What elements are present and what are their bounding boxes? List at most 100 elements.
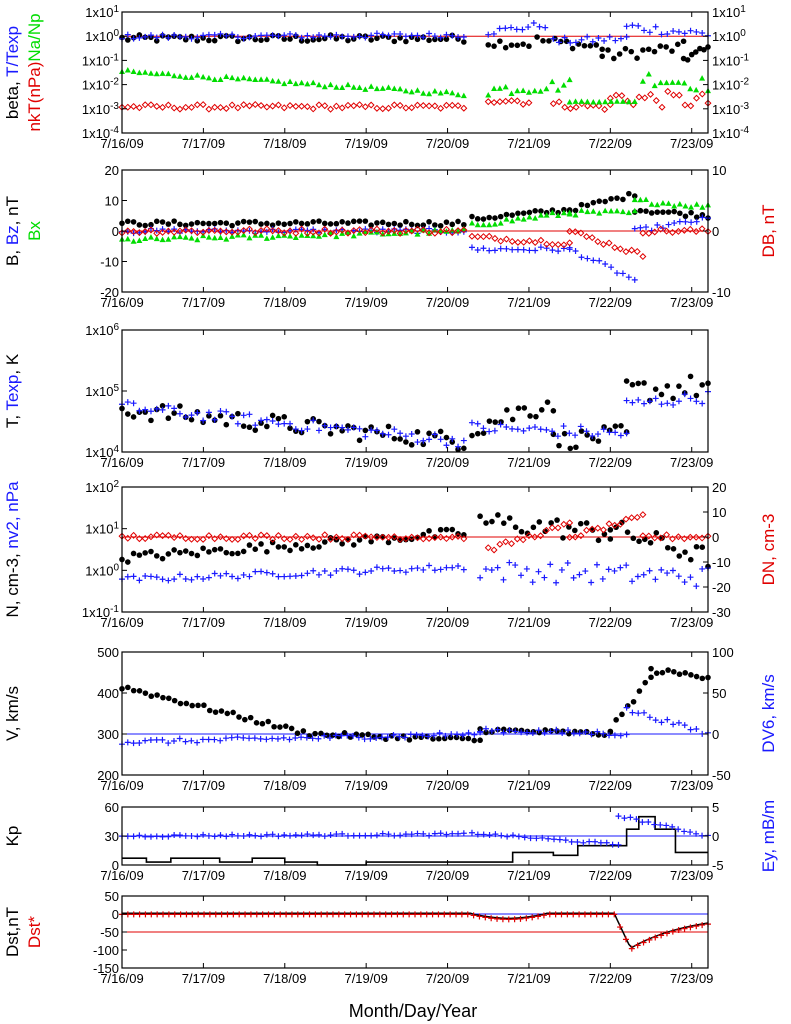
series-3-point	[508, 237, 516, 245]
x-tick-label: 7/19/09	[344, 615, 387, 630]
series-0-point	[538, 208, 544, 214]
series-1-point	[368, 32, 375, 39]
series-2-point	[315, 101, 323, 109]
series-0-point	[687, 373, 694, 380]
series-1-point	[153, 574, 160, 581]
series-3-point	[408, 88, 415, 95]
series-0-point	[188, 550, 195, 557]
series-0-point	[316, 36, 322, 43]
series-1-point	[240, 734, 247, 741]
series-1-point	[194, 34, 201, 41]
series-ey-point	[292, 832, 299, 839]
series-2-point	[147, 234, 154, 240]
series-0-point	[258, 541, 264, 547]
dst-star-point	[265, 911, 272, 918]
series-0-point	[316, 418, 322, 425]
series-3-point	[222, 228, 230, 236]
series-1-point	[188, 576, 195, 583]
series-0-point	[443, 434, 450, 441]
series-3-point	[590, 98, 597, 105]
series-0-point	[362, 427, 369, 434]
series-2-point	[246, 234, 253, 241]
series-0-point	[188, 416, 195, 423]
series-0-point	[124, 559, 131, 565]
series-3-point	[460, 226, 468, 234]
series-0-point	[426, 37, 432, 44]
series-1-point	[339, 565, 346, 572]
y-axis-label: N, cm-3, nv2, nPa	[3, 481, 22, 618]
series-0-point	[645, 46, 652, 53]
series-0-point	[548, 520, 554, 526]
series-3-point	[234, 75, 241, 82]
series-1-point	[263, 416, 270, 423]
series-1-point	[606, 732, 613, 739]
dst-star-point	[576, 911, 583, 918]
series-0-point	[275, 544, 282, 550]
series-0-point	[264, 423, 270, 430]
series-1-point	[503, 245, 510, 252]
series-0-point	[136, 688, 143, 694]
series-0-point	[253, 720, 260, 726]
series-ey-point	[327, 832, 334, 839]
series-0-point	[654, 209, 661, 215]
series-ey-point	[310, 832, 317, 839]
series-0-point	[455, 218, 461, 225]
series-1-point	[508, 24, 515, 31]
series-2-point	[686, 533, 694, 541]
x-tick-label: 7/20/09	[426, 615, 469, 630]
series-1-point	[426, 436, 433, 443]
series-1-point	[529, 729, 536, 736]
series-3-point	[508, 90, 515, 97]
series-1-point	[519, 26, 526, 33]
series-2-point	[153, 531, 161, 539]
series-2-point	[327, 229, 334, 235]
series-0-point	[339, 540, 345, 547]
series-2-point	[292, 532, 300, 540]
series-1-point	[303, 734, 310, 741]
series-1-point	[486, 247, 493, 254]
series-2-point	[601, 105, 609, 113]
series-1-point	[675, 573, 682, 580]
series-0-point	[461, 39, 467, 45]
series-1-point	[165, 402, 172, 409]
series-1-point	[640, 571, 647, 578]
series-0-point	[607, 536, 614, 542]
dst-star-point	[388, 911, 395, 918]
series-0-point	[124, 218, 131, 225]
series-0-point	[341, 730, 348, 736]
series-0-point	[477, 737, 483, 744]
series-3-point	[680, 226, 688, 234]
series-0-point	[397, 537, 403, 543]
y-tick-label: 1x106	[85, 322, 119, 338]
series-3-point	[304, 80, 311, 87]
series-1-point	[211, 416, 218, 423]
series-0-point	[437, 428, 444, 435]
series-2-point	[542, 526, 550, 534]
series-0-point	[581, 42, 588, 49]
series-3-point	[681, 80, 688, 86]
series-1-point	[437, 566, 444, 573]
series-0-point	[599, 53, 605, 60]
series-2-point	[681, 101, 689, 109]
series-3-point	[525, 89, 532, 95]
series-0-point	[229, 222, 235, 229]
series-3-point	[631, 98, 638, 105]
series-2-point	[234, 535, 242, 543]
series-0-point	[374, 533, 380, 539]
series-3-point	[205, 74, 212, 81]
series-2-point	[502, 97, 510, 105]
dst-star-point	[558, 911, 565, 918]
series-2-point	[205, 532, 213, 540]
x-tick-label: 7/21/09	[507, 615, 550, 630]
series-3-point	[373, 225, 381, 233]
series-3-point	[333, 84, 340, 90]
series-0-point	[159, 403, 166, 409]
series-1-point	[165, 577, 172, 584]
series-2-point	[367, 101, 375, 109]
y-axis-label: Kp	[3, 826, 22, 847]
series-0-point	[310, 545, 316, 551]
series-ey-point	[492, 831, 499, 838]
series-0-point	[583, 520, 590, 526]
panels-group: 7/16/09 7/17/09 7/18/09 7/19/09 7/20/09 7/21/…	[3, 4, 778, 986]
series-1-point	[153, 736, 160, 743]
